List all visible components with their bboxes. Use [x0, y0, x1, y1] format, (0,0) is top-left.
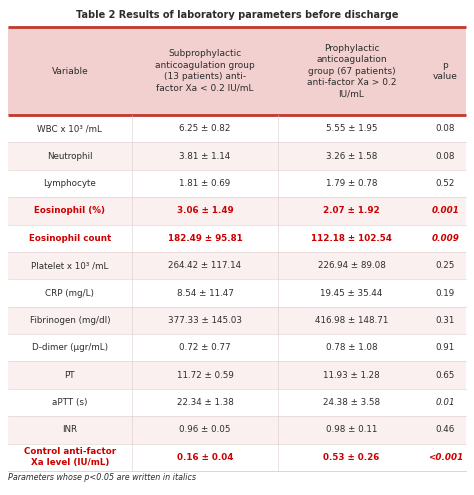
Text: 0.16 ± 0.04: 0.16 ± 0.04: [177, 453, 233, 462]
Bar: [8, 170, 466, 197]
Text: CRP (mg/L): CRP (mg/L): [46, 289, 94, 297]
Text: PT: PT: [64, 371, 75, 380]
Text: 0.31: 0.31: [436, 316, 455, 325]
Text: Variable: Variable: [52, 66, 88, 76]
Bar: [8, 307, 466, 334]
Text: 6.25 ± 0.82: 6.25 ± 0.82: [179, 124, 231, 133]
Text: 22.34 ± 1.38: 22.34 ± 1.38: [176, 398, 233, 407]
Text: 0.19: 0.19: [436, 289, 455, 297]
Text: D-dimer (µgr/mL): D-dimer (µgr/mL): [32, 343, 108, 352]
Text: Eosinophil (%): Eosinophil (%): [34, 206, 105, 215]
Text: 0.52: 0.52: [436, 179, 455, 188]
Text: aPTT (s): aPTT (s): [52, 398, 88, 407]
Bar: [8, 225, 466, 252]
Text: 0.009: 0.009: [431, 234, 459, 243]
Text: 0.98 ± 0.11: 0.98 ± 0.11: [326, 425, 377, 435]
Text: Neutrophil: Neutrophil: [47, 151, 92, 160]
Bar: [8, 279, 466, 307]
Text: Subprophylactic
anticoagulation group
(13 patients) anti-
factor Xa < 0.2 IU/mL: Subprophylactic anticoagulation group (1…: [155, 50, 255, 93]
Text: 11.93 ± 1.28: 11.93 ± 1.28: [323, 371, 380, 380]
Text: 0.96 ± 0.05: 0.96 ± 0.05: [179, 425, 231, 435]
Text: 1.81 ± 0.69: 1.81 ± 0.69: [179, 179, 230, 188]
Text: 0.08: 0.08: [436, 124, 455, 133]
Text: 3.06 ± 1.49: 3.06 ± 1.49: [177, 206, 233, 215]
Bar: [8, 416, 466, 444]
Bar: [8, 389, 466, 416]
Text: Table 2 Results of laboratory parameters before discharge: Table 2 Results of laboratory parameters…: [76, 10, 398, 20]
Text: 0.78 ± 1.08: 0.78 ± 1.08: [326, 343, 377, 352]
Text: 112.18 ± 102.54: 112.18 ± 102.54: [311, 234, 392, 243]
Text: 182.49 ± 95.81: 182.49 ± 95.81: [168, 234, 242, 243]
Text: 0.08: 0.08: [436, 151, 455, 160]
Text: 2.07 ± 1.92: 2.07 ± 1.92: [323, 206, 380, 215]
Text: 0.91: 0.91: [436, 343, 455, 352]
Text: 0.001: 0.001: [431, 206, 459, 215]
Text: 0.72 ± 0.77: 0.72 ± 0.77: [179, 343, 231, 352]
Bar: [8, 27, 466, 115]
Text: 226.94 ± 89.08: 226.94 ± 89.08: [318, 261, 385, 270]
Text: 0.65: 0.65: [436, 371, 455, 380]
Text: 0.25: 0.25: [436, 261, 455, 270]
Text: 0.53 ± 0.26: 0.53 ± 0.26: [323, 453, 380, 462]
Text: Platelet x 10³ /mL: Platelet x 10³ /mL: [31, 261, 109, 270]
Text: 24.38 ± 3.58: 24.38 ± 3.58: [323, 398, 380, 407]
Text: 1.79 ± 0.78: 1.79 ± 0.78: [326, 179, 377, 188]
Text: 3.81 ± 1.14: 3.81 ± 1.14: [179, 151, 230, 160]
Text: Control anti-factor
Xa level (IU/mL): Control anti-factor Xa level (IU/mL): [24, 447, 116, 467]
Text: 377.33 ± 145.03: 377.33 ± 145.03: [168, 316, 242, 325]
Text: p
value: p value: [433, 61, 458, 81]
Text: 19.45 ± 35.44: 19.45 ± 35.44: [320, 289, 383, 297]
Text: 11.72 ± 0.59: 11.72 ± 0.59: [176, 371, 233, 380]
Text: 0.01: 0.01: [436, 398, 455, 407]
Bar: [8, 115, 466, 143]
Bar: [8, 252, 466, 279]
Text: 5.55 ± 1.95: 5.55 ± 1.95: [326, 124, 377, 133]
Text: Fibrinogen (mg/dl): Fibrinogen (mg/dl): [29, 316, 110, 325]
Text: <0.001: <0.001: [428, 453, 463, 462]
Text: Prophylactic
anticoagulation
group (67 patients)
anti-factor Xa > 0.2
IU/mL: Prophylactic anticoagulation group (67 p…: [307, 44, 396, 99]
Text: 0.46: 0.46: [436, 425, 455, 435]
Bar: [8, 197, 466, 225]
Bar: [8, 361, 466, 389]
Bar: [8, 334, 466, 361]
Text: WBC x 10³ /mL: WBC x 10³ /mL: [37, 124, 102, 133]
Text: Eosinophil count: Eosinophil count: [29, 234, 111, 243]
Text: 416.98 ± 148.71: 416.98 ± 148.71: [315, 316, 388, 325]
Bar: [8, 143, 466, 170]
Text: Parameters whose p<0.05 are written in italics: Parameters whose p<0.05 are written in i…: [8, 473, 196, 482]
Bar: [8, 444, 466, 471]
Text: 3.26 ± 1.58: 3.26 ± 1.58: [326, 151, 377, 160]
Text: 8.54 ± 11.47: 8.54 ± 11.47: [176, 289, 233, 297]
Text: 264.42 ± 117.14: 264.42 ± 117.14: [168, 261, 241, 270]
Text: INR: INR: [62, 425, 77, 435]
Text: Lymphocyte: Lymphocyte: [44, 179, 96, 188]
